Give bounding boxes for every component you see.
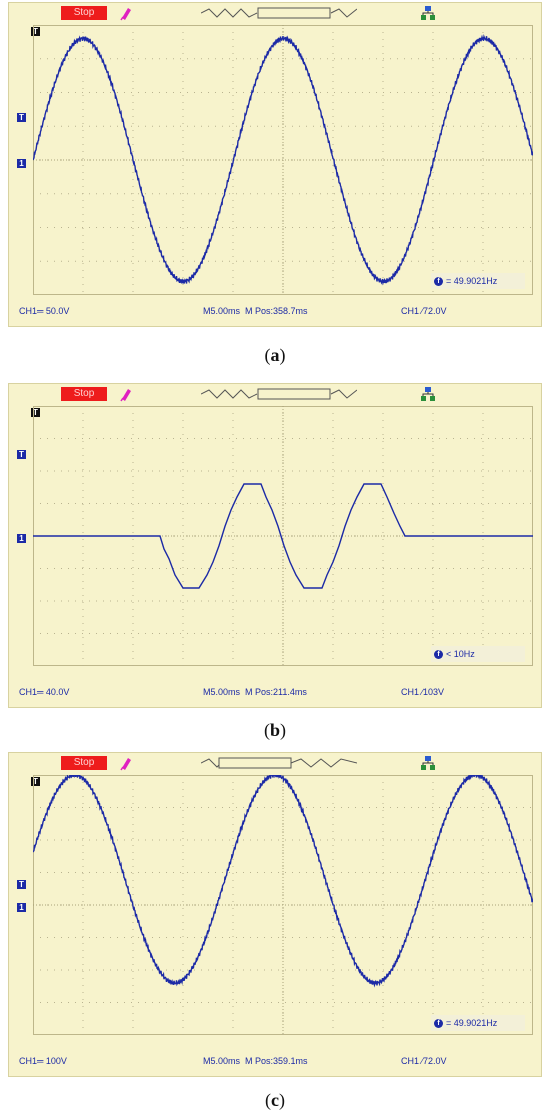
waveform-plot-c — [33, 775, 533, 1035]
scope-topbar: Stop — [9, 384, 541, 406]
run-state-badge[interactable]: Stop — [61, 387, 107, 401]
timebase-value: M5.00ms — [203, 1056, 241, 1066]
scope-topbar: Stop — [9, 753, 541, 775]
frequency-readout: f < 10Hz — [431, 646, 525, 662]
probe-icon — [120, 8, 131, 21]
memory-buffer-indicator — [201, 7, 357, 19]
probe-icon — [120, 389, 131, 402]
channel-scale: CH1═ 100V — [19, 1056, 67, 1066]
caption-b: (b) — [263, 720, 286, 740]
waveform-plot-b — [33, 406, 533, 666]
timebase-readout: M5.00ms M Pos:211.4ms — [203, 687, 307, 697]
probe-icon — [120, 758, 131, 771]
usb-connection-icon — [421, 387, 435, 401]
channel-1-ground-marker: 1 — [17, 159, 26, 168]
main-position-value: M Pos:358.7ms — [245, 306, 308, 316]
run-state-badge[interactable]: Stop — [61, 6, 107, 20]
channel-1-ground-marker: 1 — [17, 534, 26, 543]
trigger-level-marker: T — [17, 450, 26, 459]
trigger-position-marker: T — [31, 777, 40, 786]
waveform-trace — [33, 34, 533, 286]
trigger-readout: CH1 ∕72.0V — [401, 306, 447, 316]
run-state-badge[interactable]: Stop — [61, 756, 107, 770]
timebase-readout: M5.00ms M Pos:358.7ms — [203, 306, 308, 316]
memory-buffer-indicator — [201, 757, 357, 769]
caption-a: (a) — [264, 345, 286, 365]
frequency-readout: f = 49.9021Hz — [431, 1015, 525, 1031]
trigger-readout: CH1 ∕72.0V — [401, 1056, 447, 1066]
waveform-trace — [33, 483, 533, 589]
timebase-readout: M5.00ms M Pos:359.1ms — [203, 1056, 308, 1066]
channel-1-ground-marker: 1 — [17, 903, 26, 912]
trigger-position-marker: T — [31, 408, 40, 417]
trigger-readout: CH1 ∕103V — [401, 687, 445, 697]
frequency-readout: f = 49.9021Hz — [431, 273, 525, 289]
frequency-icon: f — [434, 277, 443, 287]
main-position-value: M Pos:359.1ms — [245, 1056, 308, 1066]
usb-connection-icon — [421, 756, 435, 770]
trigger-level-marker: T — [17, 113, 26, 122]
frequency-icon: f — [434, 650, 443, 660]
frequency-value: = 49.9021Hz — [446, 276, 498, 286]
scope-topbar: Stop — [9, 3, 541, 25]
scope-panel-c: Stop T T 1 f = 49.9021Hz CH1═ 100V M5.00m… — [8, 752, 542, 1077]
channel-scale: CH1═ 40.0V — [19, 687, 70, 697]
frequency-value: < 10Hz — [446, 649, 475, 659]
usb-connection-icon — [421, 6, 435, 20]
waveform-plot-a — [33, 25, 533, 295]
scope-panel-a: Stop T T 1 f = 49.9021Hz CH1═ 50.0V M5.00… — [8, 2, 542, 327]
memory-buffer-indicator — [201, 388, 357, 400]
main-position-value: M Pos:211.4ms — [245, 687, 307, 697]
scope-panel-b: Stop T T 1 f < 10Hz CH1═ 40.0V M5.00ms M … — [8, 383, 542, 708]
timebase-value: M5.00ms — [203, 306, 241, 316]
trigger-position-marker: T — [31, 27, 40, 36]
frequency-value: = 49.9021Hz — [446, 1018, 498, 1028]
waveform-trace — [33, 775, 533, 988]
channel-scale: CH1═ 50.0V — [19, 306, 70, 316]
caption-c: (c) — [265, 1090, 285, 1110]
trigger-level-marker: T — [17, 880, 26, 889]
frequency-icon: f — [434, 1019, 443, 1029]
timebase-value: M5.00ms — [203, 687, 241, 697]
